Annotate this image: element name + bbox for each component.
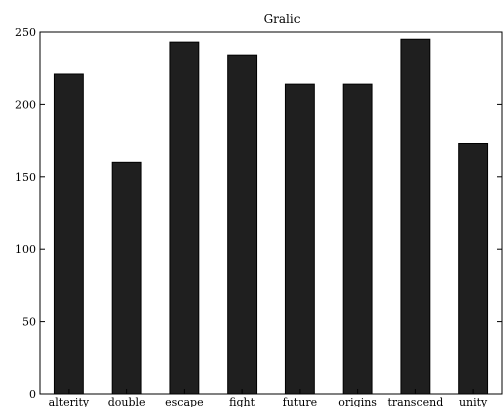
x-tick-label-transcend: transcend bbox=[387, 396, 443, 407]
bar-unity bbox=[458, 142, 489, 395]
plot-area: 0 50 100 150 200 250 alterity double escape fight… bbox=[15, 26, 503, 407]
x-tick-label-origins: origins bbox=[338, 396, 377, 407]
bar-transcend bbox=[400, 38, 431, 395]
plot-frame bbox=[39, 31, 503, 395]
bar-escape bbox=[169, 41, 200, 395]
x-tick-label-fight: fight bbox=[229, 396, 255, 407]
y-tick-label-50: 50 bbox=[22, 316, 36, 329]
y-tick-label-250: 250 bbox=[15, 26, 36, 39]
x-tick-label-escape: escape bbox=[165, 396, 203, 407]
y-tick-label-150: 150 bbox=[15, 171, 36, 184]
bar-future bbox=[284, 83, 315, 395]
y-tick-label-0: 0 bbox=[29, 388, 36, 401]
chart-title: Gralic bbox=[264, 12, 301, 26]
bar-alterity bbox=[53, 73, 84, 395]
x-tick-label-future: future bbox=[283, 396, 317, 407]
bar-fight bbox=[227, 54, 258, 395]
x-tick-label-alterity: alterity bbox=[49, 396, 90, 407]
x-tick-label-double: double bbox=[108, 396, 146, 407]
bar-origins bbox=[342, 83, 373, 395]
y-tick-label-200: 200 bbox=[15, 98, 36, 111]
bar-double bbox=[111, 161, 142, 395]
x-tick-label-unity: unity bbox=[459, 396, 488, 407]
y-tick-label-100: 100 bbox=[15, 243, 36, 256]
